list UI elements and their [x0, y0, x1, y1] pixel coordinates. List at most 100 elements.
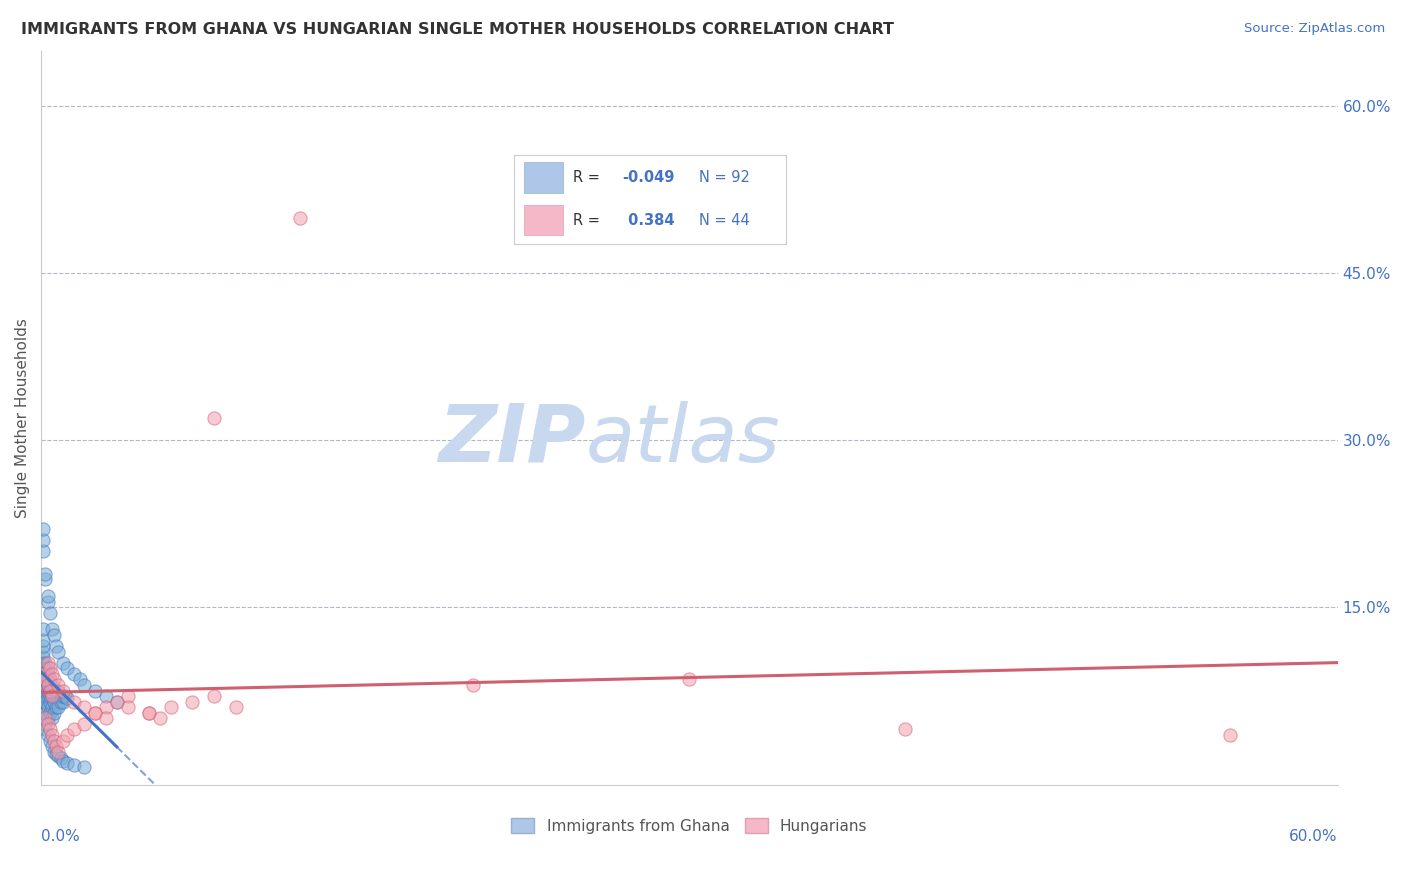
Point: [42, 628, 65, 642]
Point: [84, 706, 107, 720]
Point: [34, 656, 56, 670]
Point: [117, 689, 139, 703]
Point: [52, 695, 75, 709]
Point: [41, 678, 63, 692]
Point: [53, 689, 76, 703]
Text: N = 92: N = 92: [699, 170, 749, 185]
Point: [32, 683, 55, 698]
Point: [41, 700, 63, 714]
Text: R =: R =: [574, 170, 600, 185]
Point: [37, 656, 59, 670]
Point: [42, 695, 65, 709]
Point: [45, 747, 67, 761]
Point: [84, 683, 107, 698]
Point: [45, 639, 67, 653]
Point: [56, 661, 79, 675]
Point: [34, 723, 56, 737]
Text: N = 44: N = 44: [699, 213, 749, 227]
Point: [34, 666, 56, 681]
Point: [45, 700, 67, 714]
Point: [1219, 728, 1241, 742]
Point: [37, 700, 59, 714]
Point: [41, 689, 63, 703]
Point: [94, 711, 117, 725]
Point: [32, 666, 55, 681]
Point: [94, 700, 117, 714]
Point: [32, 711, 55, 725]
Point: [38, 733, 60, 747]
Point: [105, 695, 128, 709]
Bar: [524, 162, 562, 193]
Point: [56, 691, 79, 706]
Point: [48, 689, 70, 703]
Point: [32, 544, 55, 558]
Point: [49, 689, 72, 703]
Point: [48, 683, 70, 698]
Point: [34, 678, 56, 692]
Point: [52, 683, 75, 698]
Point: [52, 733, 75, 747]
Point: [32, 533, 55, 548]
Point: [38, 678, 60, 692]
Point: [56, 728, 79, 742]
Point: [34, 572, 56, 586]
Point: [894, 723, 917, 737]
Point: [202, 410, 225, 425]
Point: [149, 711, 172, 725]
Point: [42, 745, 65, 759]
Point: [41, 728, 63, 742]
Text: IMMIGRANTS FROM GHANA VS HUNGARIAN SINGLE MOTHER HOUSEHOLDS CORRELATION CHART: IMMIGRANTS FROM GHANA VS HUNGARIAN SINGL…: [21, 22, 894, 37]
Point: [181, 695, 204, 709]
Point: [32, 650, 55, 665]
Text: 60.0%: 60.0%: [1289, 830, 1337, 844]
Point: [463, 678, 485, 692]
Point: [159, 700, 181, 714]
Point: [94, 689, 117, 703]
Point: [32, 661, 55, 675]
Point: [52, 754, 75, 768]
Point: [73, 760, 96, 774]
Point: [32, 678, 55, 692]
Point: [48, 700, 70, 714]
Point: [42, 733, 65, 747]
Point: [138, 706, 160, 720]
Point: [37, 678, 59, 692]
Point: [73, 678, 96, 692]
Point: [34, 683, 56, 698]
Point: [37, 678, 59, 692]
Point: [45, 683, 67, 698]
Point: [117, 700, 139, 714]
Point: [34, 566, 56, 581]
Point: [41, 711, 63, 725]
Legend: Immigrants from Ghana, Hungarians: Immigrants from Ghana, Hungarians: [505, 812, 873, 840]
Point: [34, 717, 56, 731]
Point: [37, 711, 59, 725]
Point: [202, 689, 225, 703]
Point: [32, 639, 55, 653]
Point: [45, 689, 67, 703]
Point: [62, 666, 84, 681]
Point: [32, 656, 55, 670]
Point: [62, 695, 84, 709]
Point: [34, 706, 56, 720]
Point: [37, 661, 59, 675]
Point: [38, 683, 60, 698]
Point: [32, 689, 55, 703]
Y-axis label: Single Mother Households: Single Mother Households: [15, 318, 30, 518]
Point: [41, 689, 63, 703]
Point: [45, 739, 67, 754]
Point: [49, 751, 72, 765]
Text: ZIP: ZIP: [439, 401, 586, 479]
Point: [49, 695, 72, 709]
Point: [62, 758, 84, 772]
Point: [37, 689, 59, 703]
Text: 0.384: 0.384: [623, 213, 673, 227]
Point: [42, 689, 65, 703]
Point: [32, 633, 55, 648]
Point: [37, 666, 59, 681]
Point: [41, 623, 63, 637]
Point: [48, 749, 70, 764]
Point: [42, 706, 65, 720]
Point: [32, 644, 55, 658]
Point: [34, 695, 56, 709]
